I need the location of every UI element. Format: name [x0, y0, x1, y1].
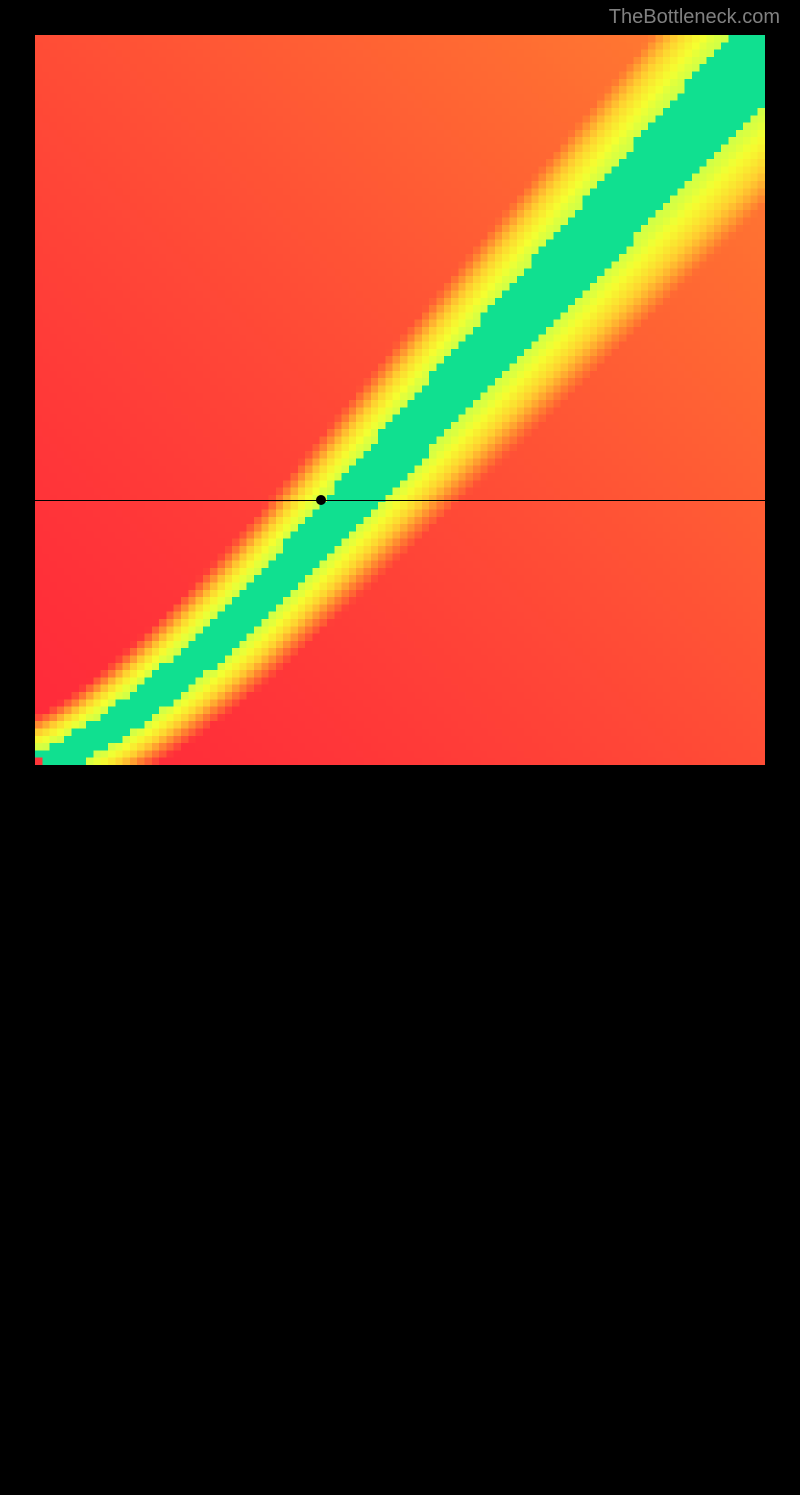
heatmap-canvas — [35, 35, 765, 765]
crosshair-horizontal — [35, 500, 765, 501]
crosshair-vertical — [321, 765, 322, 1495]
heatmap-chart — [35, 35, 765, 765]
marker-point — [316, 495, 326, 505]
watermark-text: TheBottleneck.com — [609, 6, 780, 29]
